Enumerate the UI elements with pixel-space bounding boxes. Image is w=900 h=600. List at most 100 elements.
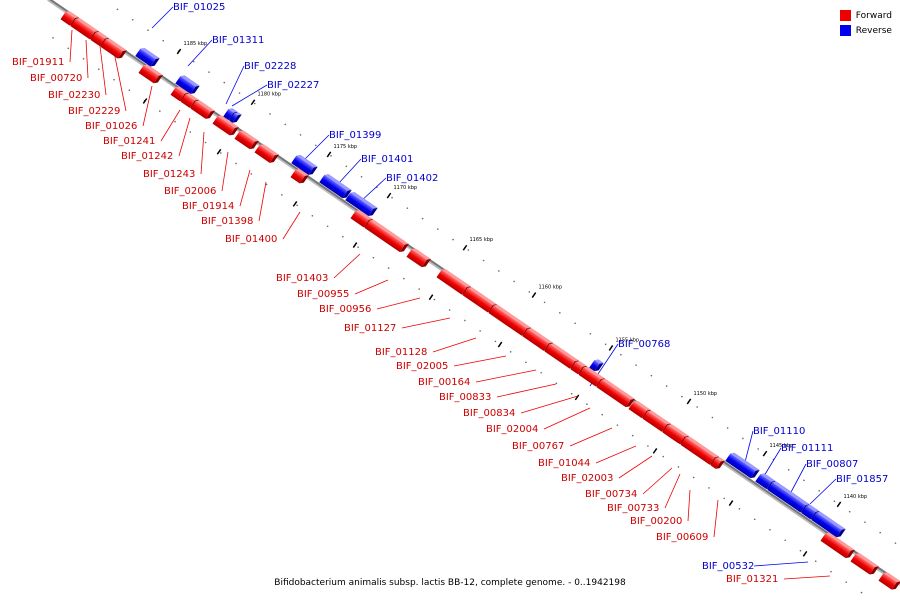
gene-label[interactable]: BIF_02004 [486,424,538,435]
gene-bif-01398[interactable] [254,143,279,165]
gene-label[interactable]: BIF_02228 [244,61,296,72]
gene-label[interactable]: BIF_01857 [836,474,888,485]
scale-dot [696,406,698,408]
gene-label[interactable]: BIF_01025 [173,2,225,13]
gene-label[interactable]: BIF_01026 [85,121,137,132]
gene-label[interactable]: BIF_01044 [538,458,590,469]
gene-label[interactable]: BIF_00720 [30,73,82,84]
gene-label[interactable]: BIF_02230 [48,90,100,101]
scale-dot [208,71,210,73]
gene-top-face [883,572,900,583]
scale-dot [82,57,85,60]
gene-label[interactable]: BIF_01400 [225,234,277,245]
gene-label[interactable]: BIF_00833 [439,392,491,403]
gene-label[interactable]: BIF_00164 [418,377,470,388]
gene-side-face [232,114,242,123]
scale-dot [464,319,466,322]
gene-bif-01401[interactable] [319,172,352,199]
scale-tick [574,394,580,401]
gene-bif-00768[interactable] [589,358,604,373]
gene-label[interactable]: BIF_00200 [630,516,682,527]
gene-bif-01025[interactable] [135,46,160,68]
gene-label[interactable]: BIF_00955 [297,289,349,300]
gene-label[interactable]: BIF_02005 [396,361,448,372]
gene-bif-00609[interactable] [710,455,725,470]
gene-label[interactable]: BIF_00609 [656,532,708,543]
gene-label[interactable]: BIF_01911 [12,57,64,68]
gene-leader-line [713,499,719,538]
scale-dot [616,424,619,426]
scale-tick [497,341,503,348]
gene-bif-01026[interactable] [138,63,163,85]
scale-dot [433,298,436,301]
gene-label[interactable]: BIF_01403 [276,273,328,284]
gene-front-face [90,32,105,47]
gene-leader-line [239,169,251,207]
gene-label[interactable]: BIF_00734 [585,489,637,500]
gene-label[interactable]: BIF_01402 [386,173,438,184]
gene-label[interactable]: BIF_00733 [607,503,659,514]
gene-label[interactable]: BIF_00834 [463,408,515,419]
gene-bif-01321[interactable] [820,531,855,560]
gene-label[interactable]: BIF_01111 [781,443,833,454]
gene-bif-01311[interactable] [175,74,200,96]
gene-bif-00956[interactable] [406,247,431,269]
gene-leader-line [359,177,387,203]
gene-leader-line [642,467,673,495]
gene-label[interactable]: BIF_00956 [319,304,371,315]
gene-bif-02006[interactable] [212,114,239,137]
scale-dot [67,47,70,50]
gene-side-face [229,127,239,136]
gene-side-face [421,258,431,268]
gene-label[interactable]: BIF_00768 [618,339,670,350]
gene-side-face [269,154,279,163]
gene-label[interactable]: BIF_01110 [753,426,805,437]
gene-label[interactable]: BIF_01241 [103,136,155,147]
gene-label[interactable]: BIF_01127 [344,323,396,334]
gene-bif-01400[interactable] [290,167,309,185]
scale-tick [250,99,256,106]
gene-bif-02227[interactable] [229,111,242,125]
gene-bif-01243[interactable] [190,99,215,121]
gene-label[interactable]: BIF_00807 [806,459,858,470]
gene-bif-00955[interactable] [364,218,409,254]
gene-top-face [855,553,879,568]
gene-front-face [350,210,369,228]
gene-bif-01402[interactable] [345,190,378,217]
gene-label[interactable]: BIF_01398 [201,216,253,227]
gene-label[interactable]: BIF_01242 [121,151,173,162]
scale-dot [467,249,470,251]
scale-dot [601,413,603,416]
gene-label[interactable]: BIF_02227 [267,80,319,91]
gene-label[interactable]: BIF_01243 [143,169,195,180]
gene-bif-02005[interactable] [488,303,531,337]
gene-front-face [138,65,159,84]
gene-label[interactable]: BIF_01401 [361,154,413,165]
gene-label[interactable]: BIF_01128 [375,347,427,358]
gene-label[interactable]: BIF_01399 [329,130,381,141]
gene-top-face [685,436,719,458]
scale-dot [635,364,637,366]
gene-label[interactable]: BIF_02006 [164,186,216,197]
scale-label: 1170 kbp [394,185,418,191]
gene-bif-01110[interactable] [725,451,760,480]
gene-bif-01914[interactable] [234,129,259,151]
legend-forward-label: Forward [855,10,892,21]
scale-dot [296,204,298,207]
scale-tick [836,501,842,508]
scale-dot [650,374,653,377]
gene-bif-02229[interactable] [100,37,127,60]
gene-bif-00767[interactable] [596,377,635,409]
gene-label[interactable]: BIF_02229 [68,106,120,117]
gene-label[interactable]: BIF_02003 [561,473,613,484]
gene-label[interactable]: BIF_01914 [182,201,234,212]
gene-bif-00532[interactable] [811,510,846,539]
gene-label[interactable]: BIF_00532 [702,561,754,572]
forward-gene[interactable] [878,571,900,592]
gene-label[interactable]: BIF_01321 [726,574,778,585]
gene-label[interactable]: BIF_00767 [512,441,564,452]
gene-label[interactable]: BIF_01311 [212,35,264,46]
forward-gene[interactable] [850,551,879,576]
gene-bif-01399[interactable] [291,153,318,176]
gene-top-face [527,328,553,344]
